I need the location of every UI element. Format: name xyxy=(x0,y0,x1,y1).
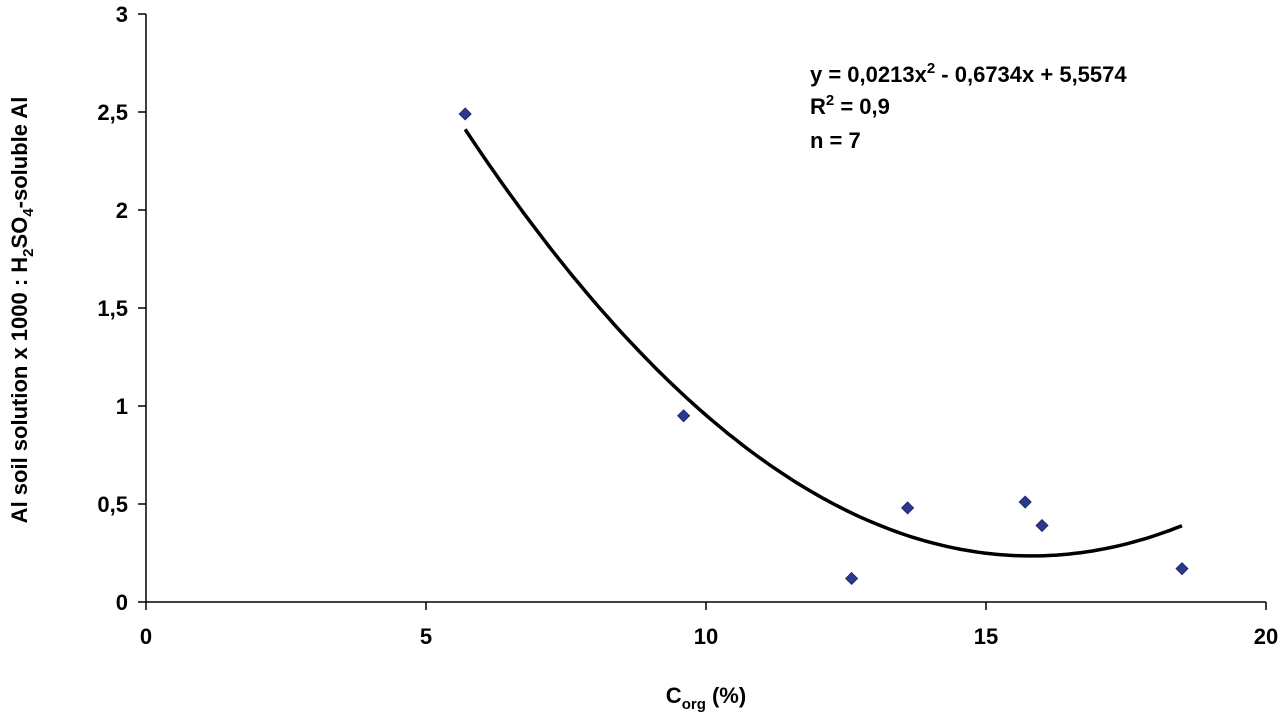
r-squared-text: R2 = 0,9 xyxy=(810,92,890,119)
y-axis-title-part3: -soluble Al xyxy=(7,97,32,209)
data-point xyxy=(1175,562,1189,576)
equation-sup: 2 xyxy=(927,60,935,77)
equation-text: y = 0,0213x2 - 0,6734x + 5,5574 xyxy=(810,60,1127,87)
y-tick-label: 0,5 xyxy=(97,492,128,517)
x-tick-label: 0 xyxy=(140,624,152,649)
y-tick-label: 3 xyxy=(116,2,128,27)
x-ticks: 0 5 10 15 20 xyxy=(140,602,1278,649)
x-axis-title-rest: (%) xyxy=(706,683,746,708)
x-axis-title: Corg (%) xyxy=(666,683,746,713)
n-text: n = 7 xyxy=(810,128,861,153)
r2-pre: R xyxy=(810,94,826,119)
y-tick-label: 1,5 xyxy=(97,296,128,321)
r2-post: = 0,9 xyxy=(834,94,890,119)
x-axis: 0 5 10 15 20 xyxy=(140,601,1278,649)
y-tick-label: 2,5 xyxy=(97,100,128,125)
x-tick-label: 20 xyxy=(1254,624,1278,649)
x-tick-label: 15 xyxy=(974,624,998,649)
x-tick-label: 5 xyxy=(420,624,432,649)
data-point xyxy=(1035,518,1049,533)
x-axis-title-main: C xyxy=(666,683,682,708)
equation-pre: y = 0,0213x xyxy=(810,62,928,87)
y-axis-title: Al soil solution x 1000 : H2SO4-soluble … xyxy=(7,97,37,524)
y-axis-title-sub1: 2 xyxy=(20,248,37,256)
trendline xyxy=(463,128,1183,558)
x-axis-title-sub: org xyxy=(682,696,706,713)
y-axis-title-sub2: 4 xyxy=(20,208,37,217)
y-tick-label: 1 xyxy=(116,394,128,419)
data-points xyxy=(458,107,1189,586)
equation-post: - 0,6734x + 5,5574 xyxy=(935,62,1127,87)
data-point xyxy=(845,571,859,586)
x-tick-label: 10 xyxy=(694,624,718,649)
y-axis: 0 0,5 1 1,5 2 2,5 3 xyxy=(97,2,147,615)
y-tick-label: 0 xyxy=(116,590,128,615)
equation-annotation: y = 0,0213x2 - 0,6734x + 5,5574 R2 = 0,9… xyxy=(810,60,1127,153)
data-point xyxy=(901,501,915,515)
r2-sup: 2 xyxy=(826,92,834,109)
y-tick-label: 2 xyxy=(116,198,128,223)
y-axis-title-part1: Al soil solution x 1000 : H xyxy=(7,257,32,524)
data-point xyxy=(1018,495,1032,509)
data-point xyxy=(677,409,691,423)
y-ticks: 0 0,5 1 1,5 2 2,5 3 xyxy=(97,2,146,615)
data-point xyxy=(458,107,472,121)
y-axis-title-part2: SO xyxy=(7,217,32,249)
